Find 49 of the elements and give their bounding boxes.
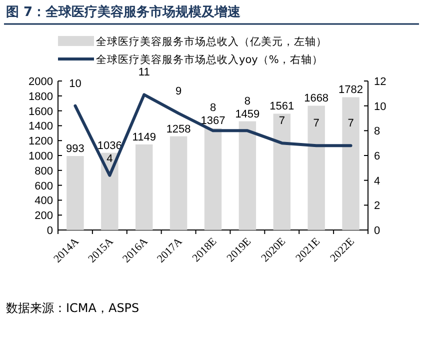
- bar: [66, 156, 84, 230]
- data-label: 1561: [270, 100, 294, 113]
- data-label: 8: [244, 95, 251, 108]
- bar: [170, 136, 188, 230]
- y2-tick-label: 8: [374, 126, 380, 138]
- data-label: 7: [348, 118, 354, 130]
- source-note: 数据来源：ICMA，ASPS: [6, 301, 140, 315]
- y-tick-label: 800: [34, 165, 53, 178]
- data-label: 1258: [166, 123, 191, 136]
- data-label: 993: [66, 143, 84, 156]
- legend-label: 全球医疗美容服务市场总收入（亿美元，左轴）: [96, 35, 327, 48]
- y2-tick-label: 6: [374, 150, 380, 162]
- y-tick-label: 1600: [28, 106, 53, 118]
- y2-tick-label: 2: [374, 200, 380, 212]
- y-tick-label: 1800: [28, 90, 53, 103]
- y-tick-label: 1400: [28, 120, 53, 133]
- bar: [136, 144, 153, 230]
- y-tick-label: 600: [34, 180, 53, 192]
- bar: [342, 97, 360, 230]
- y-tick-label: 1000: [28, 150, 53, 162]
- data-label: 8: [210, 102, 216, 114]
- data-label: 1459: [235, 108, 260, 120]
- data-label: 4: [106, 152, 113, 165]
- bar: [238, 121, 256, 230]
- data-label: 7: [313, 118, 320, 130]
- data-label: 10: [69, 78, 82, 90]
- y-tick-label: 200: [34, 210, 53, 222]
- y-tick-label: 400: [34, 195, 53, 208]
- bar: [204, 128, 222, 230]
- y-tick-label: 0: [46, 225, 53, 237]
- data-label: 1036: [97, 140, 122, 152]
- y2-tick-label: 0: [374, 225, 380, 237]
- legend-label: 全球医疗美容服务市场总收入yoy（%，右轴）: [96, 53, 323, 66]
- data-label: 1367: [200, 115, 226, 128]
- y2-tick-label: 10: [374, 100, 386, 113]
- bar: [273, 114, 290, 230]
- y2-tick-label: 12: [374, 76, 386, 88]
- data-label: 1668: [304, 92, 329, 105]
- data-label: 7: [278, 115, 285, 128]
- data-label: 1149: [132, 131, 156, 144]
- y2-tick-label: 4: [374, 175, 380, 188]
- chart-title: 图 7：全球医疗美容服务市场规模及增速: [6, 4, 242, 20]
- y-tick-label: 2000: [28, 76, 53, 88]
- y-tick-label: 1200: [28, 136, 53, 148]
- bar: [101, 152, 118, 230]
- data-label: 1782: [338, 84, 364, 96]
- bar: [308, 106, 325, 230]
- data-label: 11: [138, 66, 150, 79]
- data-label: 9: [175, 85, 182, 98]
